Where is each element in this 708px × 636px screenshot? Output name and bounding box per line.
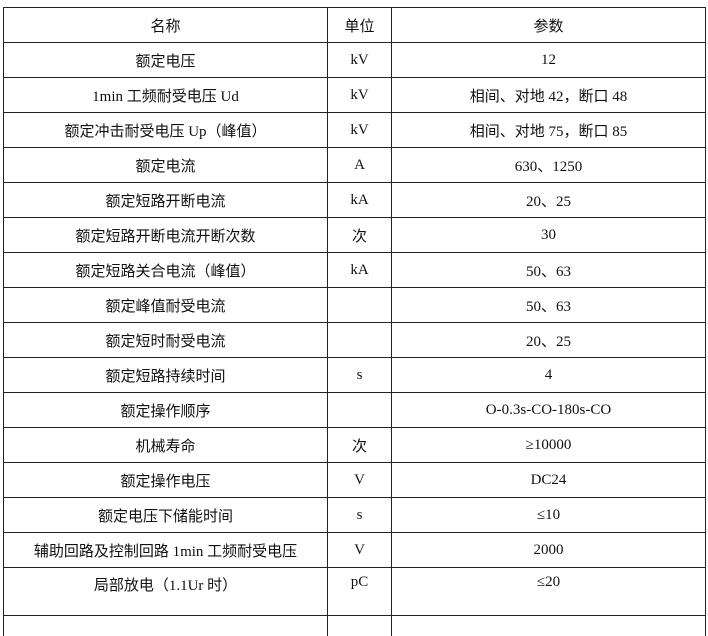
param-name: 局部放电（1.1Ur 时）: [4, 568, 328, 616]
param-value: ≤10: [392, 498, 706, 533]
param-unit: V: [328, 533, 392, 568]
param-name: 额定操作电压: [4, 463, 328, 498]
param-unit: kV: [328, 113, 392, 148]
param-value: DC24: [392, 463, 706, 498]
param-name: 额定电压下储能时间: [4, 498, 328, 533]
empty-cell: [392, 616, 706, 636]
param-value: 相间、对地 75，断口 85: [392, 113, 706, 148]
param-value: 2000: [392, 533, 706, 568]
param-unit: kA: [328, 253, 392, 288]
table-header-row: 名称 单位 参数: [4, 8, 706, 43]
param-value: ≥10000: [392, 428, 706, 463]
param-unit: [328, 323, 392, 358]
param-value: 50、63: [392, 253, 706, 288]
param-unit: 次: [328, 218, 392, 253]
table-row: 机械寿命次≥10000: [4, 428, 706, 463]
empty-cell: [4, 616, 328, 636]
param-unit: kV: [328, 78, 392, 113]
param-name: 额定峰值耐受电流: [4, 288, 328, 323]
param-unit: s: [328, 358, 392, 393]
table-row: 额定峰值耐受电流 50、63: [4, 288, 706, 323]
param-value: 50、63: [392, 288, 706, 323]
param-value: ≤20: [392, 568, 706, 616]
param-name: 额定操作顺序: [4, 393, 328, 428]
param-name: 额定短路开断电流: [4, 183, 328, 218]
param-unit: A: [328, 148, 392, 183]
param-value: 20、25: [392, 183, 706, 218]
param-unit: s: [328, 498, 392, 533]
param-value: 4: [392, 358, 706, 393]
param-value: 630、1250: [392, 148, 706, 183]
param-unit: [328, 393, 392, 428]
param-unit: V: [328, 463, 392, 498]
param-unit: kA: [328, 183, 392, 218]
param-name: 额定短路开断电流开断次数: [4, 218, 328, 253]
table-row: 额定操作顺序 O-0.3s-CO-180s-CO: [4, 393, 706, 428]
param-name: 额定电流: [4, 148, 328, 183]
param-name: 额定短路持续时间: [4, 358, 328, 393]
table-row-continued: [4, 616, 706, 636]
param-name: 辅助回路及控制回路 1min 工频耐受电压: [4, 533, 328, 568]
param-value: O-0.3s-CO-180s-CO: [392, 393, 706, 428]
param-value: 12: [392, 43, 706, 78]
param-unit: pC: [328, 568, 392, 616]
header-unit: 单位: [328, 8, 392, 43]
param-name: 额定短时耐受电流: [4, 323, 328, 358]
param-unit: [328, 288, 392, 323]
param-value: 20、25: [392, 323, 706, 358]
param-unit: 次: [328, 428, 392, 463]
param-value: 相间、对地 42，断口 48: [392, 78, 706, 113]
param-name: 额定短路关合电流（峰值）: [4, 253, 328, 288]
table-row: 局部放电（1.1Ur 时）pC≤20: [4, 568, 706, 616]
header-value: 参数: [392, 8, 706, 43]
table-row: 额定短时耐受电流 20、25: [4, 323, 706, 358]
param-unit: kV: [328, 43, 392, 78]
param-name: 额定电压: [4, 43, 328, 78]
param-value: 30: [392, 218, 706, 253]
param-name: 额定冲击耐受电压 Up（峰值）: [4, 113, 328, 148]
param-name: 1min 工频耐受电压 Ud: [4, 78, 328, 113]
header-name: 名称: [4, 8, 328, 43]
param-name: 机械寿命: [4, 428, 328, 463]
empty-cell: [328, 616, 392, 636]
